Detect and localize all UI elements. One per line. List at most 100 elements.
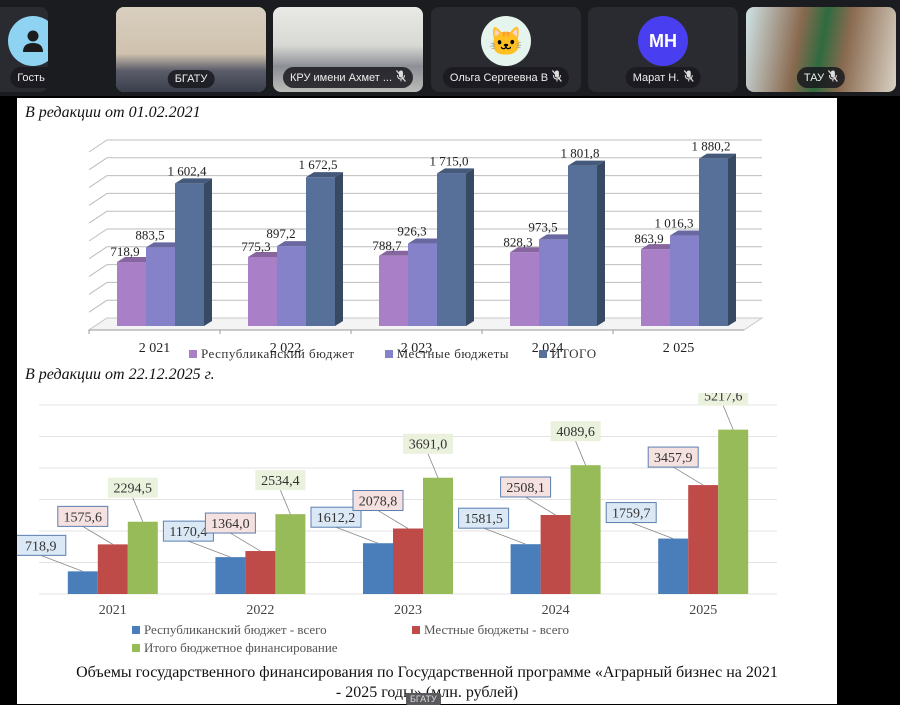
label-leader [377,510,409,529]
label-leader [188,540,231,558]
legend-item: Местные бюджеты - всего [412,622,569,638]
gridline-side [88,175,108,189]
data-label: 3457,9 [654,451,693,466]
label-leader [672,466,704,486]
legend-item: Республиканский бюджет - всего [132,622,327,638]
bar-side [466,168,474,326]
bar [215,557,246,594]
bar-top [146,242,183,248]
bar [570,465,601,594]
participant-name: КРУ имени Ахмет ... [289,71,393,84]
data-label: 2508,1 [506,481,545,496]
data-label: 863,9 [634,231,663,246]
data-label: 1 672,5 [299,157,338,172]
legend-item: Итого бюджетное финансирование [132,640,338,656]
participant-name: Ольга Сергеевна В [449,71,549,84]
bar-top [437,168,474,174]
bar [175,183,204,326]
data-label: 1575,6 [64,510,103,525]
legend-item: ИТОГО [539,346,597,362]
participant-tile[interactable]: 🐱 Ольга Сергеевна В [431,7,581,92]
bar [658,538,689,594]
data-label-box [403,433,453,454]
bar-side [728,153,736,326]
x-tick-label: 2023 [394,603,422,618]
bar-top [248,251,285,257]
gridline-side [88,299,108,313]
bar-top [699,153,736,159]
data-label: 1 880,2 [692,139,731,154]
bar [363,543,393,594]
data-label: 1 016,3 [655,216,694,231]
data-label: 828,3 [503,234,532,249]
x-tick-label: 2021 [99,603,127,618]
legend-label: Итого бюджетное финансирование [144,640,338,655]
bar [510,252,539,326]
bar [688,485,719,594]
bar [67,571,98,594]
label-leader [722,405,734,430]
participant-tile[interactable]: Гость [0,7,48,92]
participants-strip: Гость БГАТУ КРУ имени Ахмет ... 🐱 Ольга Серг… [0,0,900,96]
x-tick-label: 2 025 [663,341,695,356]
data-label: 2294,5 [114,482,153,497]
bar [117,262,146,326]
bar-top [408,238,445,244]
participant-tile[interactable]: МН Марат Н. [588,7,738,92]
bar-top [379,250,416,256]
bar [127,521,158,594]
section1-title: В редакции от 01.02.2021 [25,104,201,121]
participant-tile[interactable]: БГАТУ [116,7,266,92]
participant-name-label: Ольга Сергеевна В [442,67,570,88]
data-label-box [698,393,749,406]
gridline-side [88,281,108,295]
participant-name-label: БГАТУ [167,70,215,88]
participant-name: Гость [17,71,45,84]
legend-label: Местные бюджеты - всего [424,622,570,637]
bar [275,514,306,594]
bar [245,551,276,594]
data-label: 1581,5 [464,512,503,527]
x-tick-label: 2 022 [270,341,302,356]
data-label: 4089,6 [556,425,595,440]
data-label: 1 602,4 [168,163,208,178]
gridline-side [88,264,108,278]
data-label-box [550,421,601,442]
participant-tile[interactable]: ТАУ [746,7,896,92]
gridline-side [88,246,108,260]
mic-muted-icon [683,70,694,85]
data-label-box [500,476,552,498]
gridline-side [88,157,108,171]
bar-top [117,257,154,263]
data-label: 1759,7 [612,507,651,522]
label-leader [427,453,439,478]
bar-side [335,172,343,326]
legend-swatch [132,626,140,634]
data-label: 775,3 [241,239,270,254]
bar [510,544,541,594]
x-tick-label: 2025 [689,603,717,618]
speaker-badge: БГАТУ [406,693,441,705]
mic-muted-icon [396,70,407,85]
bar-top [277,241,314,247]
participant-tile[interactable]: КРУ имени Ахмет ... [273,7,423,92]
cat-emoji-icon: 🐱 [481,16,531,66]
legend-swatch [384,350,393,358]
data-label: 1612,2 [317,511,356,526]
x-tick-label: 2022 [246,603,274,618]
mic-muted-icon [828,70,839,85]
data-label: 2078,8 [359,495,398,510]
bar [437,173,466,326]
bar-top [175,178,212,184]
bar-top [670,230,707,236]
gridline-side [88,192,108,206]
bar [718,429,749,594]
participant-name: БГАТУ [174,73,208,85]
label-leader [82,526,114,545]
legend-item: Республиканский бюджет [189,346,355,362]
person-icon [8,16,48,66]
data-label-box [107,477,158,498]
avatar-initials: МН [638,16,688,66]
x-tick-label: 2024 [542,603,570,618]
data-label-box [647,446,699,468]
